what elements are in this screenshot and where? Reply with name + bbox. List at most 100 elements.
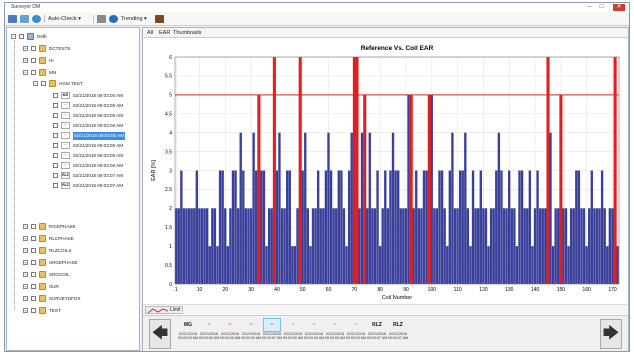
expand-icon[interactable]: +	[23, 272, 28, 277]
legend-limit[interactable]: Limit	[145, 306, 183, 314]
tree-checkbox[interactable]	[53, 133, 58, 138]
ear-bar	[549, 132, 552, 284]
tree-checkbox[interactable]	[53, 143, 58, 148]
tree-checkbox[interactable]	[31, 46, 36, 51]
tree-node-label: HGM TEST	[59, 81, 83, 86]
expand-icon[interactable]: +	[23, 46, 28, 51]
tab-ear[interactable]: EAR	[159, 30, 171, 36]
x-tick-label: 50	[300, 287, 306, 293]
ear-bar	[340, 170, 343, 284]
thumbnail-time: 09:03:00 AM	[240, 336, 262, 341]
next-button[interactable]: 🡆	[600, 319, 622, 349]
tree-checkbox[interactable]	[31, 236, 36, 241]
thumbnail-date: 02/21/2018	[389, 332, 407, 336]
expand-icon[interactable]: +	[23, 224, 28, 229]
thumbnail-item[interactable]: ~02/21/2018 09:03:00 AM	[324, 319, 346, 349]
tree-node-label: 02/21/2018 09:03:00 AM	[73, 163, 124, 168]
tree-checkbox[interactable]	[53, 183, 58, 188]
tree-checkbox[interactable]	[53, 113, 58, 118]
thumbnail-item[interactable]: ~02/21/2018 09:03:00 AM	[198, 319, 220, 349]
tree-checkbox[interactable]	[19, 34, 24, 39]
collapse-icon[interactable]: −	[23, 70, 28, 75]
ear-bar	[446, 246, 449, 284]
thumbnail-item[interactable]: RLZ 02/21/2018 09:03:07 AM	[387, 319, 409, 349]
expand-icon[interactable]: +	[23, 284, 28, 289]
trending-dropdown[interactable]: Trending ▾	[121, 16, 147, 22]
thumbnail-item[interactable]: MG 02/21/2018 09:03:00 AM	[177, 319, 199, 349]
ear-chart-area: Reference Vs. Coil EAR 0 0.5 1 1.5 2 2.5 3 3.5 4 4…	[143, 39, 628, 319]
ear-bar-exceeding	[363, 94, 367, 284]
tree-checkbox[interactable]	[31, 296, 36, 301]
tab-thumbnails[interactable]: Thumbnails	[173, 30, 202, 36]
thumbnail-image: ~	[291, 322, 295, 328]
ear-bar	[567, 246, 570, 284]
expand-icon[interactable]: +	[23, 248, 28, 253]
thumbnail-image: RLZ	[393, 322, 403, 328]
collapse-icon[interactable]: −	[11, 34, 16, 39]
help-icon[interactable]	[109, 15, 118, 23]
tree-checkbox[interactable]	[53, 123, 58, 128]
thumbnail-item[interactable]: ~02/21/2018 09:03:00 AM	[219, 319, 241, 349]
ear-bar	[508, 170, 511, 284]
export-icon[interactable]	[155, 15, 164, 23]
refresh-icon[interactable]	[32, 15, 41, 23]
tools-icon[interactable]	[97, 15, 106, 23]
tree-checkbox[interactable]	[31, 248, 36, 253]
ear-bar	[456, 208, 459, 284]
expand-icon[interactable]: +	[23, 58, 28, 63]
tree-node-label: Defb	[37, 34, 47, 39]
tree-checkbox[interactable]	[31, 284, 36, 289]
ear-bar-exceeding	[272, 57, 276, 284]
save-icon[interactable]	[20, 15, 29, 23]
tree-checkbox[interactable]	[53, 103, 58, 108]
ear-bar	[500, 170, 503, 284]
prev-button[interactable]: 🡄	[149, 319, 171, 349]
new-icon[interactable]	[8, 15, 17, 23]
ear-bar	[502, 208, 506, 284]
tree-checkbox[interactable]	[31, 272, 36, 277]
thumbnail-item[interactable]: ~02/21/2018 09:03:00 AM	[240, 319, 262, 349]
ear-bar	[466, 208, 470, 284]
tree-checkbox[interactable]	[53, 163, 58, 168]
tree-node-label: SUR	[49, 284, 59, 289]
ear-bar	[371, 208, 374, 284]
content-panel: All EAR Thumbnails Reference Vs. Coil EA…	[142, 27, 629, 351]
title-bar: Surveyor DM – □ ✕	[5, 3, 629, 12]
tree-checkbox[interactable]	[31, 308, 36, 313]
folder-icon	[39, 45, 46, 52]
tree-checkbox[interactable]	[31, 58, 36, 63]
ear-bar	[482, 208, 485, 284]
tree-checkbox[interactable]	[31, 224, 36, 229]
tree-checkbox[interactable]	[53, 173, 58, 178]
toolbar-separator	[93, 15, 94, 23]
ear-bar	[180, 170, 183, 284]
thumbnail-item[interactable]: ~02/21/2018 09:03:00 AM	[303, 319, 325, 349]
maximize-button[interactable]: □	[599, 4, 604, 10]
y-tick-label: 2.5	[165, 187, 172, 193]
auto-check-dropdown[interactable]: Auto-Check ▾	[48, 16, 82, 22]
expand-icon[interactable]: +	[23, 308, 28, 313]
ear-bar	[177, 208, 180, 284]
thumbnail-item[interactable]: RLZ 02/21/2018 09:03:07 AM	[366, 319, 388, 349]
thumbnail-item[interactable]: ~02/21/2018 09:03:00 AM	[345, 319, 367, 349]
tree-checkbox[interactable]	[53, 153, 58, 158]
expand-icon[interactable]: +	[23, 236, 28, 241]
ear-bar	[280, 208, 284, 284]
ear-bar	[301, 170, 304, 284]
ear-bar	[378, 246, 382, 284]
tree-checkbox[interactable]	[31, 260, 36, 265]
tab-all[interactable]: All	[147, 30, 154, 36]
expand-icon[interactable]: +	[23, 296, 28, 301]
ear-bar	[216, 246, 219, 284]
expand-icon[interactable]: +	[23, 260, 28, 265]
minimize-button[interactable]: –	[587, 4, 592, 10]
tree-checkbox[interactable]	[53, 93, 58, 98]
tree-checkbox[interactable]	[31, 70, 36, 75]
thumbnail-item[interactable]: ~02/21/2018 09:03:00 AM	[282, 319, 304, 349]
y-tick-label: 3	[169, 168, 172, 174]
close-button[interactable]: ✕	[613, 4, 625, 11]
collapse-icon[interactable]: −	[33, 81, 38, 86]
ear-bar	[557, 208, 560, 284]
tree-checkbox[interactable]	[41, 81, 46, 86]
thumbnail-item[interactable]: ~02/21/2018 09:03:07 AM	[261, 318, 283, 349]
